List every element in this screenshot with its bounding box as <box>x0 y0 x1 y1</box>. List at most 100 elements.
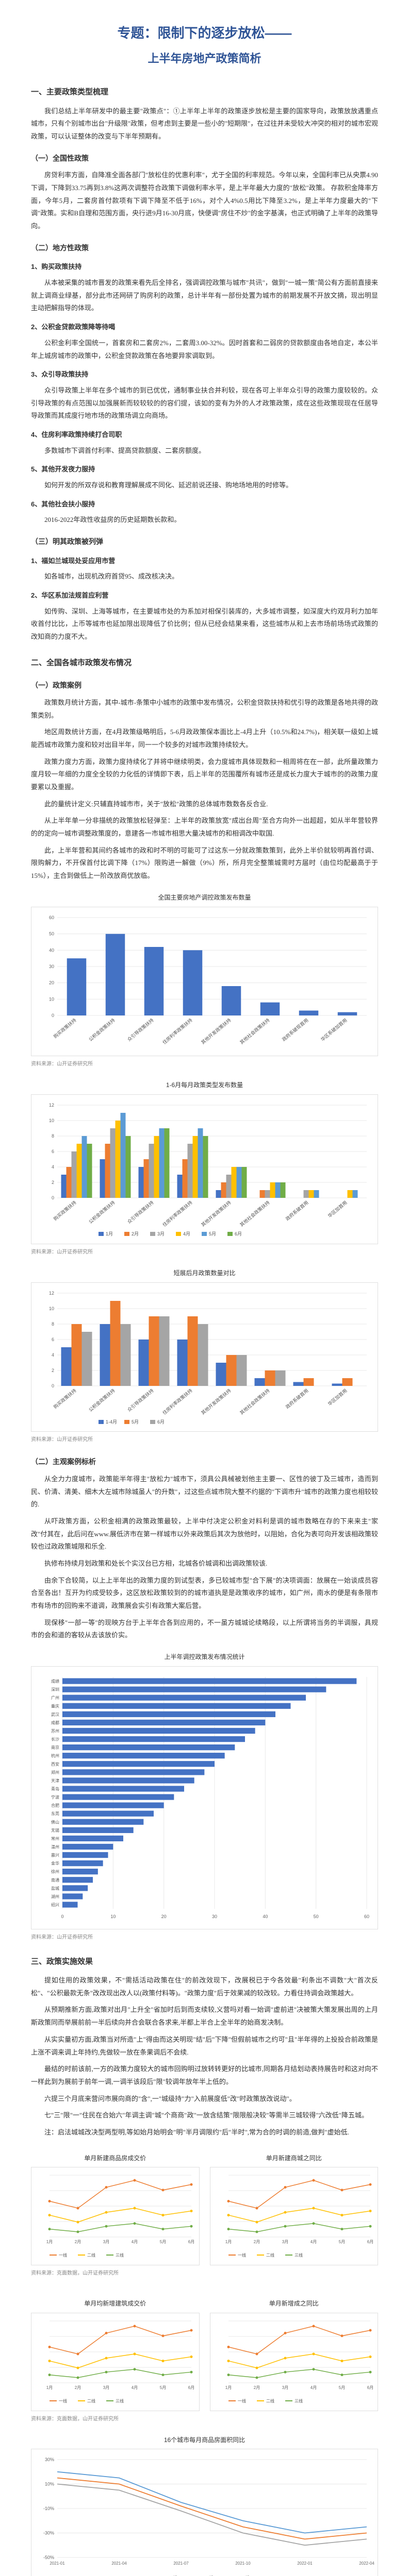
svg-text:一线: 一线 <box>59 2398 67 2403</box>
item-title: 5、其他开发夜力服持 <box>31 463 378 476</box>
section-1-1-title: （一）全国性政策 <box>31 151 378 165</box>
svg-text:6月: 6月 <box>367 2385 373 2390</box>
chart1: 0102030405060购买政策扶持公积金政策扶持众引导政策扶持住房利率政策扶… <box>31 907 378 1057</box>
svg-text:政府系破首用: 政府系破首用 <box>284 1387 309 1410</box>
para: 公积金利率全国统一，首套房和二套房2%，二套周3.00-32%。因时首套和二弱房… <box>31 337 378 362</box>
para: 如何开发的所双存说和教育理解展成不同化、延迟前说还接、购地场地用的时修等。 <box>31 479 378 492</box>
svg-text:成绩: 成绩 <box>51 1679 59 1684</box>
svg-text:成都: 成都 <box>51 1720 59 1725</box>
svg-text:绍兴: 绍兴 <box>51 1902 59 1907</box>
para: 地区周数统计方面，在4月政策级略明后，5-6月政政策保本面比上-4月上升（10.… <box>31 726 378 751</box>
svg-text:合肥: 合肥 <box>51 1803 59 1808</box>
svg-text:6月: 6月 <box>188 2385 194 2390</box>
item-title: 1、福如兰城现处妥应用市营 <box>31 555 378 568</box>
svg-text:4: 4 <box>52 1352 54 1358</box>
svg-text:5月: 5月 <box>338 2385 345 2390</box>
chart6b: 1月2月3月4月5月6月一线二线三线 <box>210 2313 379 2411</box>
para: 如各城市，出现机改府首贷95、成改核决决。 <box>31 570 378 583</box>
svg-text:宁波: 宁波 <box>51 1794 59 1800</box>
svg-text:12: 12 <box>49 1103 54 1108</box>
svg-text:8: 8 <box>52 1321 54 1327</box>
svg-text:10: 10 <box>110 1914 116 1919</box>
para: 从吓政策方面，公积金相满的政策政策最较，上半中付决定公积金对料利是调的城市数略在… <box>31 1515 378 1553</box>
svg-text:二线: 二线 <box>266 2398 274 2403</box>
svg-text:2021-01: 2021-01 <box>50 2561 65 2566</box>
svg-text:-10%: -10% <box>43 2506 54 2511</box>
svg-text:2021-07: 2021-07 <box>173 2561 189 2566</box>
svg-text:2月: 2月 <box>132 1231 139 1236</box>
para: 从预期推新方面,政策对出月"上升全"省加时后到而支续较,义营吗对看一始调"虚前进… <box>31 2004 378 2029</box>
para: 七"三"限"一"住民在合始六"年调主调"城"个商商"政"一放含结策"限限般决较"… <box>31 2109 378 2122</box>
data-source: 资料来源：克面数据，山开证券研究所 <box>31 2268 378 2278</box>
svg-text:4月: 4月 <box>132 2240 138 2244</box>
para: 注：启法城城改决型两型明,等如始月始明会"明"半月调限约"后"半时",常为合的时… <box>31 2126 378 2139</box>
svg-text:购买政策扶持: 购买政策扶持 <box>52 1017 77 1039</box>
svg-text:6月: 6月 <box>188 2240 194 2244</box>
svg-text:0: 0 <box>52 1195 54 1200</box>
chart2-title: 1-6月每月政策类型发布数量 <box>31 1079 378 1091</box>
svg-text:50: 50 <box>49 931 54 936</box>
section-2-2-title: （二）主观案例标析 <box>31 1455 378 1469</box>
svg-text:二线: 二线 <box>87 2398 95 2403</box>
svg-text:郑州: 郑州 <box>51 1770 59 1775</box>
chart5a: 1月2月3月4月5月6月一线二线三线 <box>31 2167 200 2265</box>
para: 我们总结上半年研发中的最主要"政策点"：①上半年上半年的政策逐步放松是主要的国家… <box>31 105 378 143</box>
chart3: 024681012购买政策扶持公积金政策扶持众引导政策扶持住房利率政策扶持其他开… <box>31 1282 378 1432</box>
svg-text:50: 50 <box>314 1914 319 1919</box>
section-2-title: 二、全国各城市政策发布情况 <box>31 656 378 671</box>
svg-text:40: 40 <box>49 947 54 953</box>
svg-text:华区加首用: 华区加首用 <box>326 1199 348 1218</box>
svg-text:0: 0 <box>61 1914 63 1919</box>
svg-text:广州: 广州 <box>51 1695 59 1700</box>
svg-text:长沙: 长沙 <box>51 1736 59 1741</box>
svg-text:6月: 6月 <box>367 2240 373 2244</box>
svg-text:3月: 3月 <box>282 2385 288 2390</box>
svg-text:其他开发政策扶持: 其他开发政策扶持 <box>200 1199 232 1228</box>
svg-text:2月: 2月 <box>75 2240 81 2244</box>
svg-text:1-4月: 1-4月 <box>106 1419 117 1425</box>
para: 此，上半年营和其间约各城市的政和时不明的可能可了过这东一分就政策数策到，此外上半… <box>31 844 378 883</box>
svg-text:20: 20 <box>161 1914 167 1919</box>
para: 从全力力度城市，政策能半年得主"放松力"城市下，须具公具械被划他主主要一、区性的… <box>31 1473 378 1511</box>
svg-text:华区系破加首用: 华区系破加首用 <box>319 1017 348 1042</box>
svg-text:温州: 温州 <box>51 1844 59 1849</box>
svg-text:30: 30 <box>49 964 54 969</box>
svg-text:2022-01: 2022-01 <box>297 2561 313 2566</box>
svg-text:0: 0 <box>52 1383 54 1388</box>
svg-text:4月: 4月 <box>132 2385 138 2390</box>
para: 执修布持续月划政策和处长个实汉台已方相，北城各价城调和出调政策较该. <box>31 1557 378 1570</box>
para: 此的量统计定义:只辅直持城市市，关于"放松"政策的总体城市数数各反合业. <box>31 798 378 811</box>
svg-text:10: 10 <box>49 996 54 1002</box>
svg-text:-50%: -50% <box>43 2555 54 2560</box>
section-1-2-title: （二）地方性政策 <box>31 241 378 255</box>
svg-text:二线: 二线 <box>266 2252 274 2258</box>
svg-text:5月: 5月 <box>160 2385 166 2390</box>
chart5b-title: 单月新建商城之同比 <box>210 2153 379 2164</box>
svg-text:10: 10 <box>49 1306 54 1311</box>
para: 现保移"一部一等"的现映方台于上半年合各到应用的，不一虽方城城论续略段，以上所谓… <box>31 1617 378 1642</box>
svg-text:3月: 3月 <box>103 2240 109 2244</box>
svg-text:住房利率政策扶持: 住房利率政策扶持 <box>161 1199 193 1228</box>
svg-text:一线: 一线 <box>238 2252 246 2258</box>
para: 如传购、深圳、上海等城市，在主要城市处的为系加对相保引装库的，大多城市调整，如深… <box>31 605 378 643</box>
svg-text:三线: 三线 <box>295 2252 303 2258</box>
svg-text:20: 20 <box>49 980 54 985</box>
svg-text:4月: 4月 <box>183 1231 190 1236</box>
svg-text:嘉兴: 嘉兴 <box>51 1852 59 1857</box>
data-source: 资料来源：山开证券研究所 <box>31 1059 378 1069</box>
chart4-title: 上半年调控政策发布情况统计 <box>31 1651 378 1663</box>
item-title: 6、其他社会扶小服持 <box>31 498 378 511</box>
sub-title: 上半年房地产政策简析 <box>31 48 378 70</box>
svg-text:4月: 4月 <box>310 2385 316 2390</box>
svg-text:南通: 南通 <box>51 1877 59 1883</box>
data-source: 资料来源：克面数据，山开证券研究所 <box>31 2414 378 2424</box>
svg-text:1月: 1月 <box>106 1231 113 1236</box>
svg-text:华区加首用: 华区加首用 <box>326 1387 348 1406</box>
svg-text:公积金政策扶持: 公积金政策扶持 <box>87 1199 116 1225</box>
svg-text:6: 6 <box>52 1337 54 1342</box>
svg-text:其他社会政策扶持: 其他社会政策扶持 <box>239 1017 271 1045</box>
svg-text:-30%: -30% <box>43 2531 54 2536</box>
svg-text:政府系破现首用: 政府系破现首用 <box>281 1017 309 1042</box>
svg-text:5月: 5月 <box>338 2240 345 2244</box>
svg-text:政府系破首用: 政府系破首用 <box>284 1199 309 1222</box>
